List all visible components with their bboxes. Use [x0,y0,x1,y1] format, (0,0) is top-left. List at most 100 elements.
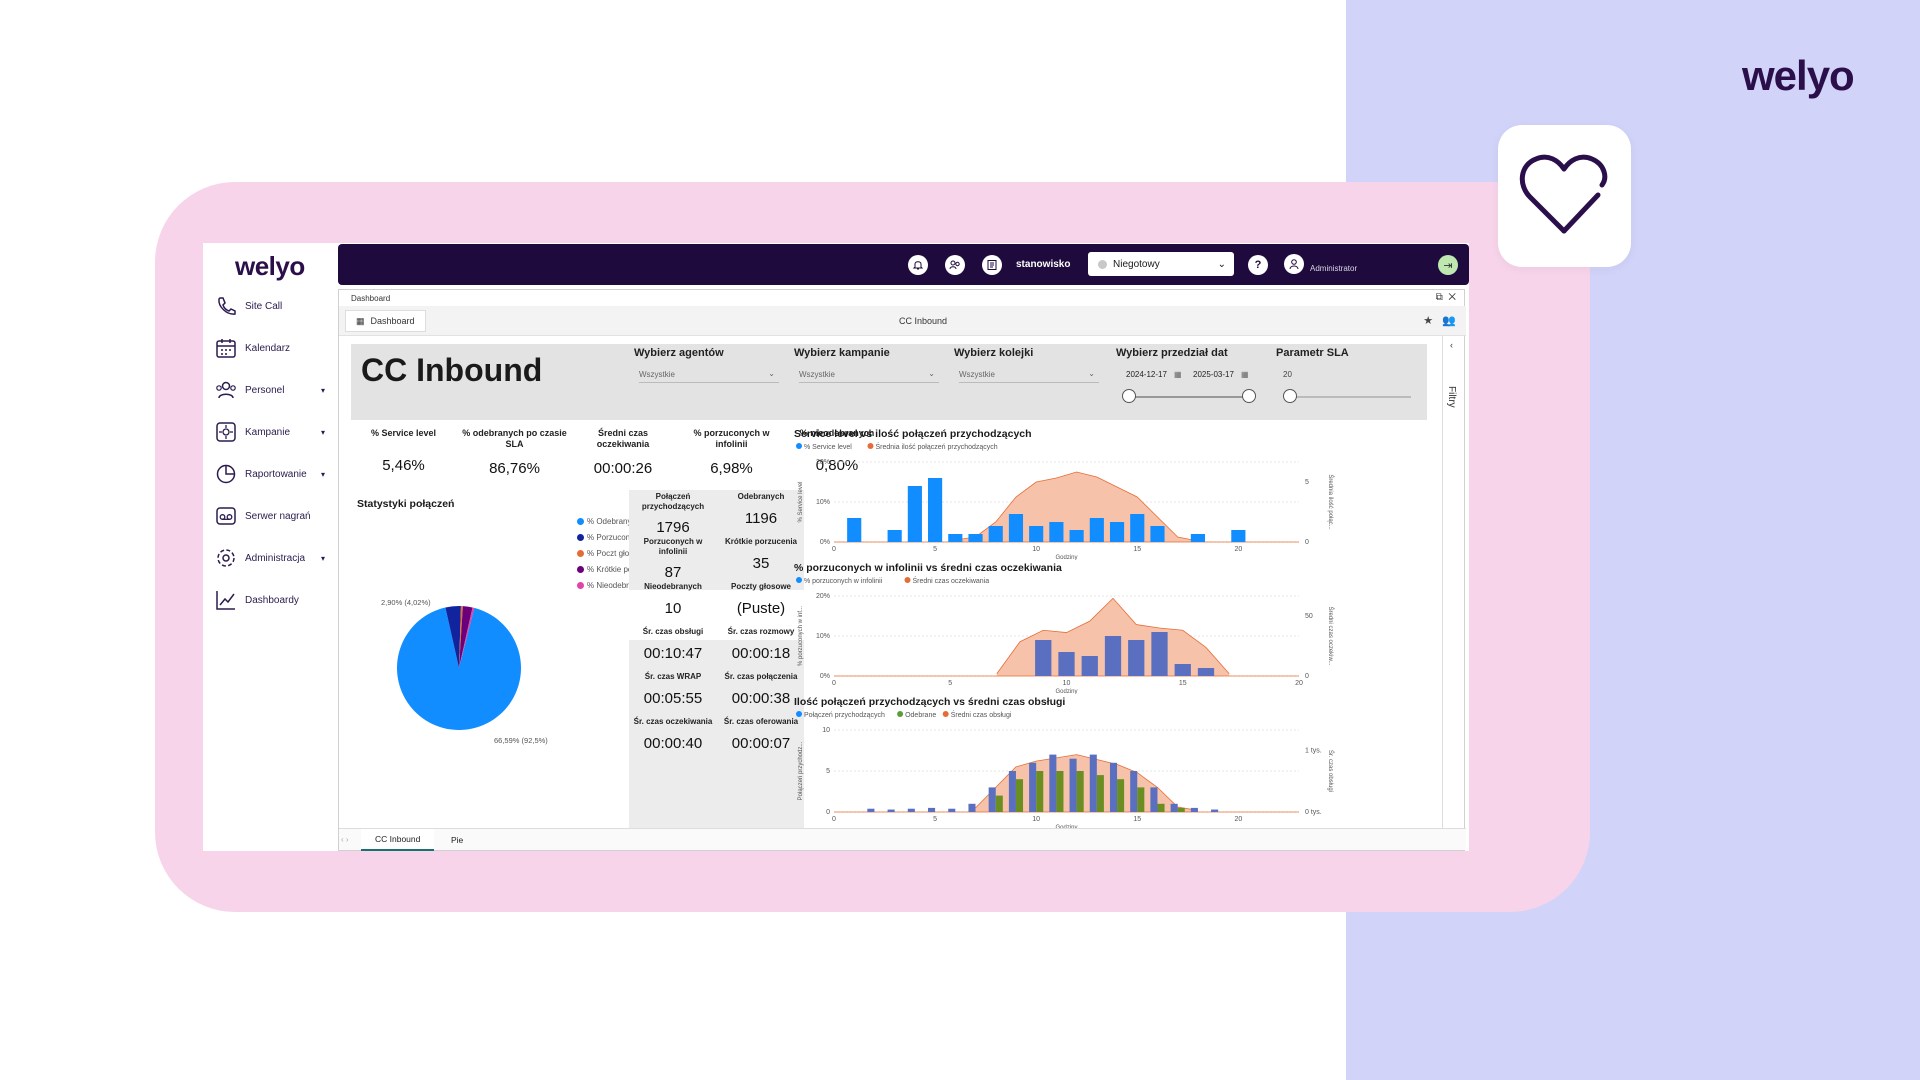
popout-icon[interactable]: ⧉ [1435,292,1443,303]
bar [867,808,875,812]
y2-axis-label: Średnia ilość połąc... [1327,474,1335,530]
page-tabs: ‹ › CC Inbound Pie [339,828,1466,851]
legend-item: % Odebranych [577,514,677,530]
top-bar: stanowisko Niegotowy ⌄ ? Administrator ⇥ [338,244,1469,285]
y-axis-label: % Service level [798,481,804,522]
stat-tile: Śr. czas WRAP 00:05:55 [629,672,717,707]
tile-label: Poczty głosowe [730,582,791,591]
page-nav-arrows[interactable]: ‹ › [341,835,349,844]
bar [907,486,922,542]
bar [1069,758,1077,812]
legend-label: Średnia ilość połączeń przychodzących [876,442,998,451]
x-tick: 20 [1234,816,1242,823]
date-slider-end-handle[interactable] [1242,389,1256,403]
tab-pie[interactable]: Pie [451,835,464,845]
pie-label-large: 66,59% (92,5%) [494,736,548,745]
filter-agents-label: Wybierz agentów [634,347,724,359]
sidebar-item-kalendarz[interactable]: Kalendarz [215,335,333,361]
area-outline [996,597,1230,674]
tab-cc-inbound[interactable]: CC Inbound [361,829,435,851]
y-tick: 20% [816,459,830,466]
star-icon[interactable]: ★ [1423,315,1434,327]
filter-campaigns-value: Wszystkie [799,370,835,379]
status-value: Niegotowy [1113,258,1160,270]
tile-bg [629,490,804,590]
filter-queues-value: Wszystkie [959,370,995,379]
x-tick: 5 [948,680,952,687]
breadcrumb: Dashboard [351,294,391,303]
sidebar-item-serwer-nagran[interactable]: Serwer nagrań [215,503,333,529]
pie-legend: % Odebranych % Porzuconych w i... % Pocz… [577,514,677,594]
tile-value: 00:00:18 [731,644,791,662]
tile-value: 00:10:47 [643,644,703,662]
sla-value: 20 [1283,370,1292,379]
bar [1109,762,1118,812]
sidebar-item-label: Site Call [245,300,283,312]
sidebar-item-raportowanie[interactable]: Raportowanie ▾ [215,461,333,487]
x-tick: 5 [933,816,937,823]
sidebar-item-kampanie[interactable]: Kampanie ▾ [215,419,333,445]
share-users-icon[interactable]: 👥 [1442,315,1456,327]
legend-item: % Krótkie porzucenia [577,562,677,578]
legend-dot [796,711,802,717]
x-tick: 0 [832,546,836,553]
bar [1058,652,1075,676]
bar [1137,787,1145,812]
dashboard-tab[interactable]: ▦ Dashboard [345,310,426,332]
sidebar-item-dashboardy[interactable]: Dashboardy [215,587,333,613]
sidebar-item-site-call[interactable]: Site Call [215,293,333,319]
bar [1008,514,1024,542]
sla-slider[interactable] [1291,396,1411,398]
voicemail-icon [216,507,236,525]
calendar-icon[interactable]: ▦ [1174,370,1182,379]
tile-label: Śr. czas rozmowy [727,627,795,636]
filters-pane[interactable]: ‹ Filtry [1442,336,1464,830]
chevron-down-icon: ▾ [320,553,325,563]
legend-label: Odebrane [905,712,936,719]
tile-value: 1796 [656,519,690,537]
filter-campaigns-select[interactable]: Wszystkie ⌄ [799,369,939,383]
chevron-down-icon: ⌄ [928,369,935,378]
filter-agents-select[interactable]: Wszystkie ⌄ [639,369,779,383]
chevron-left-icon[interactable]: ‹ [1450,340,1453,350]
notes-icon[interactable] [982,255,1002,275]
filter-queues-select[interactable]: Wszystkie ⌄ [959,369,1099,383]
bar [1190,534,1205,542]
bar [1151,632,1168,676]
logout-icon[interactable]: ⇥ [1438,255,1458,275]
x-tick: 5 [933,546,937,553]
date-slider-start-handle[interactable] [1122,389,1136,403]
bell-icon[interactable] [908,255,928,275]
panel-toolbar: ▦ Dashboard CC Inbound ★ 👥 [339,306,1466,336]
bar [1109,522,1125,542]
bar [968,803,976,812]
chevron-down-icon: ⌄ [768,369,775,378]
status-dot [1098,259,1107,269]
calendar-icon [216,339,236,358]
sidebar-item-label: Raportowanie [245,468,307,480]
pie-slice [459,607,475,668]
calendar-icon[interactable]: ▦ [1241,370,1249,379]
bar [1029,526,1044,542]
stat-tile: Śr. czas obsługi 00:10:47 [629,627,717,662]
help-button[interactable]: ? [1248,255,1268,275]
date-end[interactable]: 2025-03-17 [1193,370,1234,379]
legend-dot [904,577,911,583]
sidebar-item-personel[interactable]: Personel ▾ [215,377,333,403]
date-start[interactable]: 2024-12-17 [1126,370,1167,379]
filter-band: CC Inbound Wybierz agentów Wszystkie ⌄ Wy… [351,344,1427,420]
kpi-unanswered: % nieodebranych 0,80% [787,428,887,474]
user-avatar-icon[interactable] [1284,254,1304,274]
sidebar-item-administracja[interactable]: Administracja ▾ [215,545,333,571]
team-icon[interactable] [945,255,965,275]
bar [995,795,1003,812]
date-range-slider[interactable] [1129,396,1249,398]
filter-queues-label: Wybierz kolejki [954,347,1034,359]
kpi-value: 6,98% [710,459,753,477]
sla-slider-handle[interactable] [1283,389,1297,403]
tile-label: Śr. czas połączenia [724,672,798,681]
close-icon[interactable]: ✕ [1448,292,1456,303]
bar [847,518,862,542]
status-select[interactable]: Niegotowy ⌄ [1088,252,1234,276]
pie-slice [459,606,463,668]
